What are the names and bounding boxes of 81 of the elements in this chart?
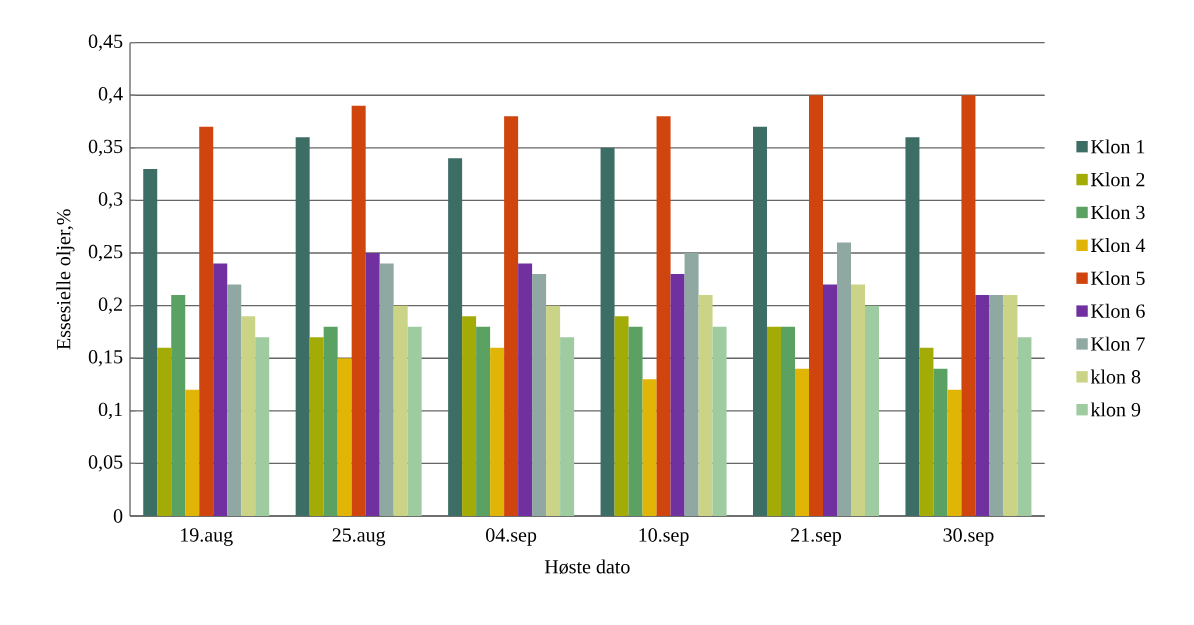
bar	[546, 305, 561, 516]
legend-label: Klon 6	[1091, 303, 1145, 318]
x-tick-label: 30.sep	[943, 528, 994, 546]
bar	[698, 295, 713, 516]
y-tick-label: 0,2	[98, 297, 122, 314]
bar	[712, 326, 727, 516]
bar	[143, 168, 158, 516]
y-tick-label: 0,15	[88, 350, 123, 367]
x-tick-label: 21.sep	[791, 528, 842, 546]
bar	[504, 116, 519, 516]
bar	[255, 337, 270, 516]
bar	[227, 284, 242, 516]
legend-label: Klon 2	[1091, 172, 1145, 187]
bar	[365, 253, 380, 516]
bar	[656, 116, 671, 516]
bar	[1003, 295, 1018, 516]
y-tick-label: 0,1	[98, 402, 122, 419]
bar	[379, 263, 394, 516]
bar	[795, 368, 809, 516]
bar	[309, 337, 324, 516]
bar	[919, 347, 934, 516]
bar	[476, 326, 491, 516]
bar	[670, 274, 685, 516]
y-tick-label: 0,05	[88, 455, 123, 472]
bar	[323, 326, 338, 516]
bar	[642, 379, 657, 516]
bar	[753, 126, 767, 516]
bar	[767, 326, 781, 516]
bar	[295, 137, 310, 516]
y-tick-label: 0,25	[88, 244, 123, 262]
bar	[781, 326, 795, 516]
bar	[837, 242, 851, 516]
bar	[448, 158, 463, 516]
legend-label: klon 9	[1090, 402, 1141, 417]
legend-label: Klon 7	[1091, 336, 1145, 351]
y-tick-label: 0,4	[98, 87, 123, 104]
bar	[600, 147, 615, 516]
bar	[905, 137, 920, 516]
legend-label: klon 8	[1090, 369, 1141, 384]
bar	[157, 347, 172, 516]
bar	[614, 316, 629, 516]
x-tick-label: 04.sep	[486, 528, 537, 546]
bar	[560, 337, 575, 516]
y-axis-title: Essesielle oljer,%	[56, 209, 75, 350]
bar	[975, 295, 990, 516]
bar	[407, 326, 422, 516]
bar	[393, 305, 408, 516]
y-tick-label: 0,45	[88, 34, 123, 51]
y-tick-label: 0	[113, 509, 123, 523]
bar	[947, 389, 962, 516]
x-tick-label: 19.aug	[181, 528, 233, 546]
bar	[809, 95, 823, 516]
bar	[490, 347, 505, 516]
bar	[684, 253, 699, 516]
x-tick-label: 25.aug	[332, 528, 386, 546]
bar	[532, 274, 547, 516]
bar	[462, 316, 477, 516]
bar	[823, 284, 837, 516]
bar	[351, 105, 366, 516]
bar	[933, 368, 948, 516]
legend-label: Klon 4	[1091, 238, 1146, 253]
bar	[628, 326, 643, 516]
bar	[961, 95, 976, 516]
y-tick-label: 0,3	[98, 192, 123, 209]
x-axis-title: Høste dato	[544, 559, 630, 575]
y-tick-label: 0,35	[88, 139, 123, 157]
bar	[185, 389, 200, 516]
bar	[199, 126, 214, 516]
bar	[241, 316, 256, 516]
bar	[865, 305, 879, 516]
legend-label: Klon 1	[1091, 139, 1145, 154]
bar	[213, 263, 228, 516]
bar	[989, 295, 1004, 516]
legend-label: Klon 3	[1091, 205, 1145, 220]
bar	[171, 295, 186, 516]
bar	[337, 358, 352, 516]
legend-label: Klon 5	[1091, 270, 1145, 285]
bar	[518, 263, 533, 516]
x-tick-label: 10.sep	[639, 528, 689, 546]
bar	[851, 284, 865, 516]
bar	[1017, 337, 1032, 516]
